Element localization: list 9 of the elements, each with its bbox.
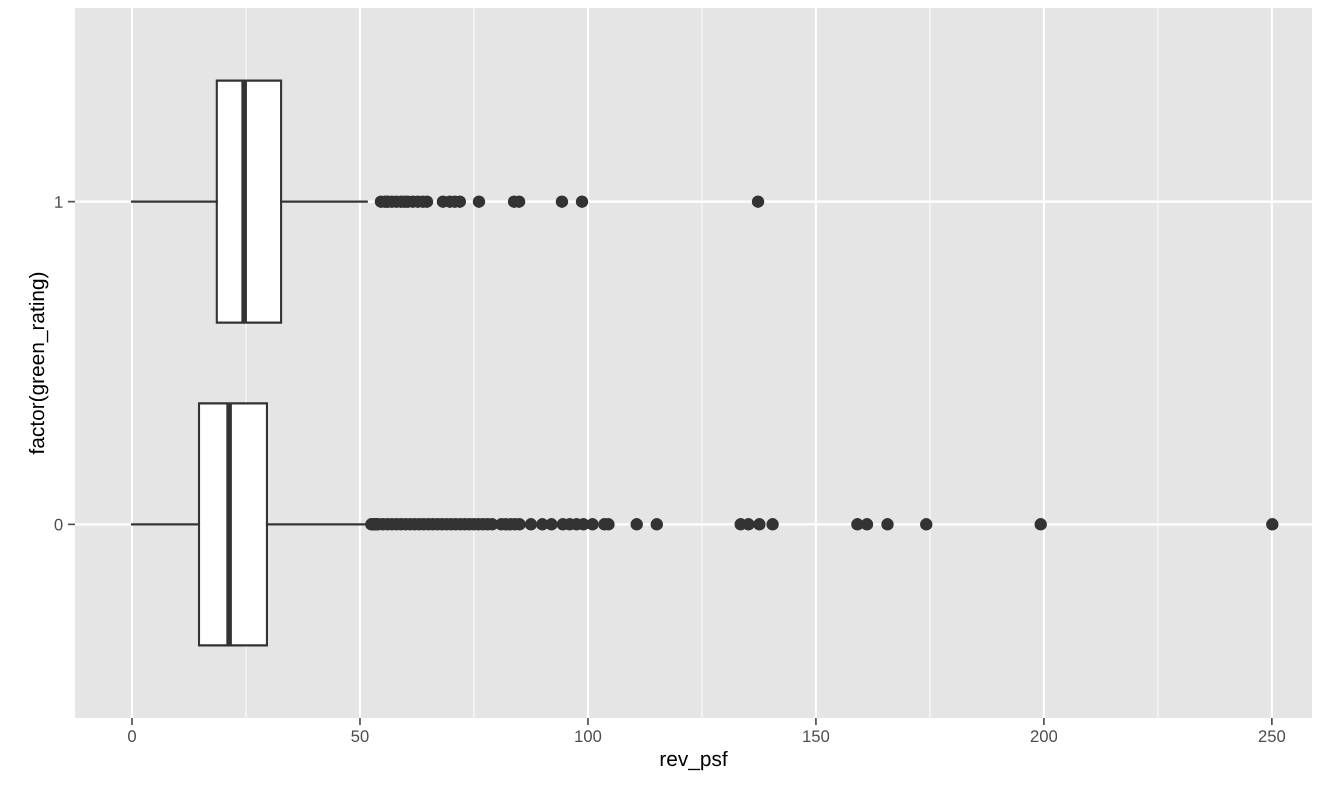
x-tick-label: 150 (803, 730, 830, 743)
x-tick-label: 100 (575, 730, 602, 743)
y-axis-title: factor(green_rating) (28, 272, 49, 455)
x-tick-label: 200 (1030, 730, 1058, 743)
x-tick-label: 250 (1258, 730, 1286, 743)
x-tick-label: 0 (128, 730, 136, 743)
x-tick-label: 50 (351, 730, 369, 743)
y-tick-label: 1 (55, 196, 63, 208)
x-axis-title: rev_psf (660, 750, 728, 771)
